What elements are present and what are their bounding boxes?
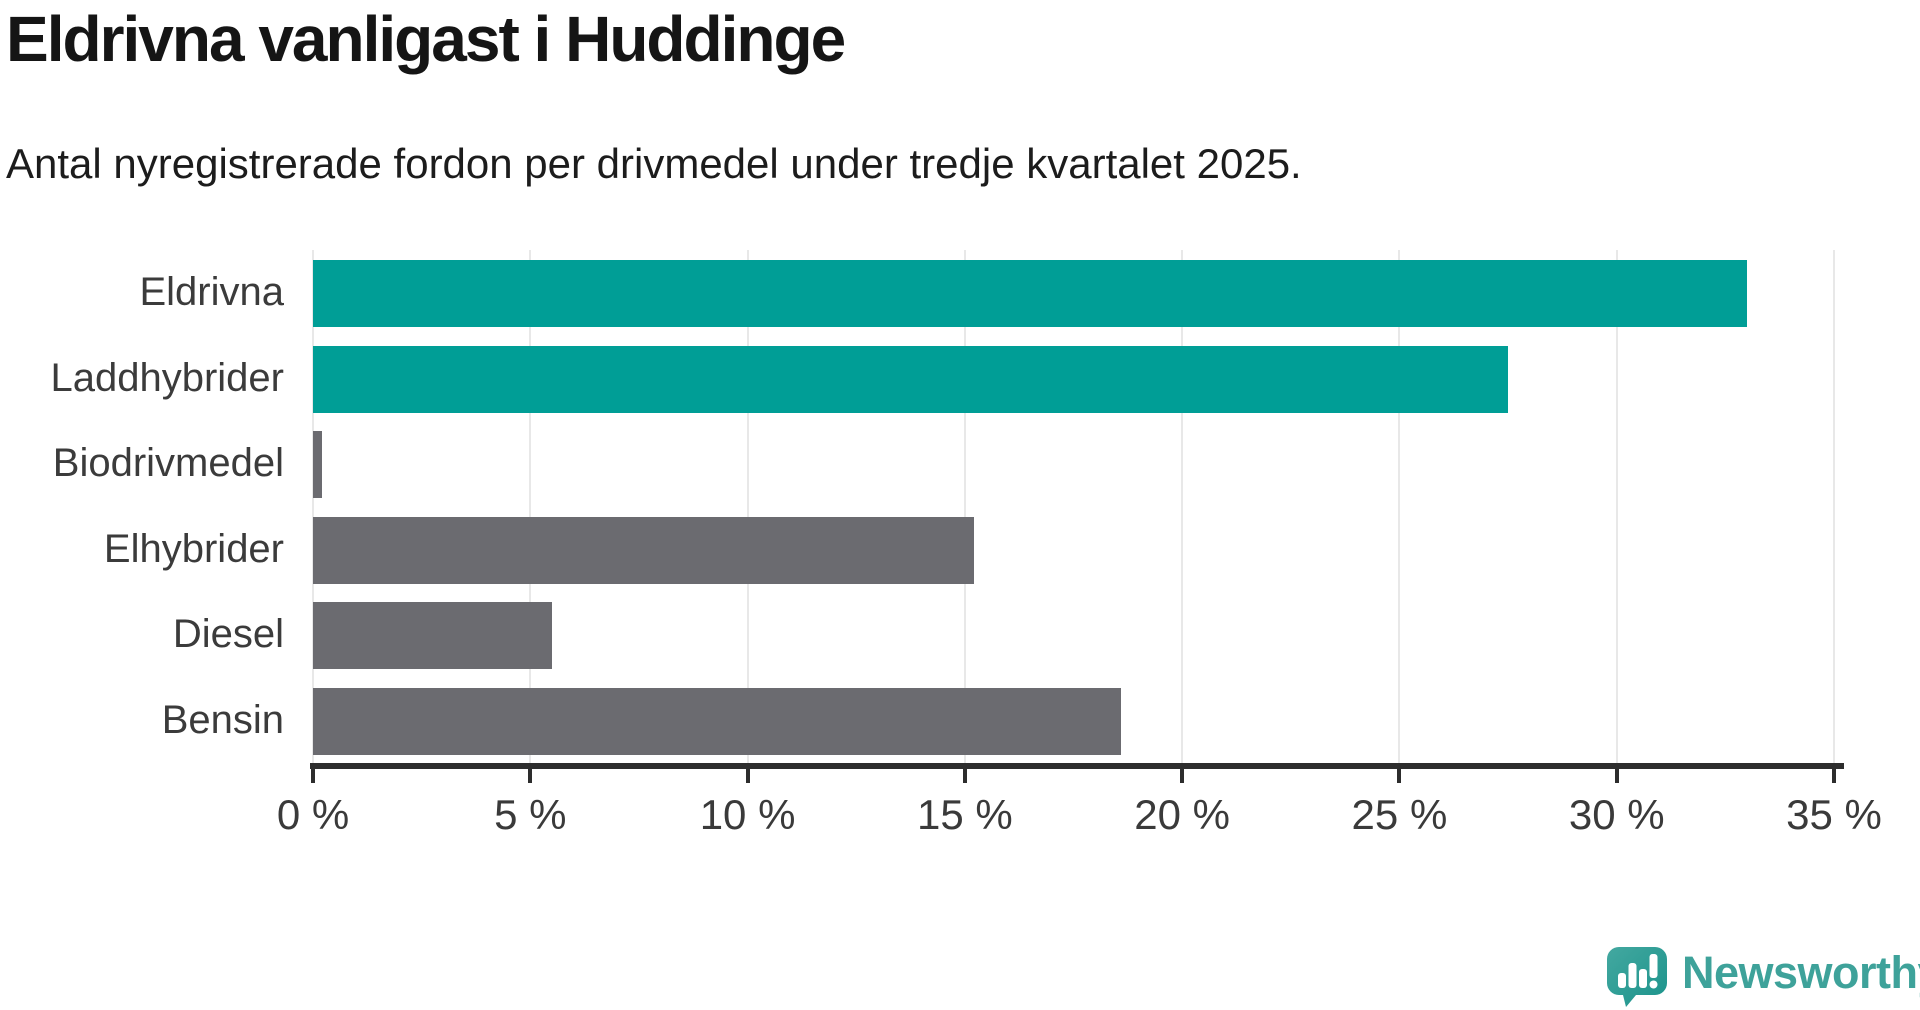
- gridline: [1398, 250, 1401, 763]
- x-axis-tick: [528, 769, 533, 783]
- gridline: [529, 250, 532, 763]
- gridline: [1181, 250, 1184, 763]
- x-axis-tick: [1180, 769, 1185, 783]
- x-axis-tick-label: 10 %: [699, 791, 796, 838]
- gridline: [312, 250, 314, 763]
- bar-laddhybrider: [313, 345, 1509, 413]
- chart-title: Eldrivna vanligast i Huddinge: [6, 3, 846, 75]
- y-axis-label-bensin: Bensin: [161, 697, 284, 742]
- x-axis-tick-label: 0 %: [276, 791, 350, 838]
- newsworthy-logo: Newsworthy: [1606, 946, 1920, 1008]
- gridline: [1833, 250, 1835, 763]
- newsworthy-logo-text: Newsworthy: [1682, 947, 1920, 998]
- chart-subtitle: Antal nyregistrerade fordon per drivmede…: [6, 140, 1302, 187]
- x-axis-tick: [1614, 769, 1619, 783]
- x-axis-tick-label: 5 %: [494, 791, 567, 838]
- y-axis-label-diesel: Diesel: [172, 612, 284, 657]
- x-axis-tick-label: 25 %: [1351, 791, 1448, 838]
- y-axis-label-eldrivna: Eldrivna: [139, 270, 284, 315]
- gridline: [746, 250, 749, 763]
- plot-area: [312, 250, 1835, 763]
- gridline: [963, 250, 966, 763]
- y-axis-label-elhybrider: Elhybrider: [103, 526, 284, 571]
- x-axis-tick-label: 35 %: [1786, 791, 1882, 838]
- y-axis-label-biodrivmedel: Biodrivmedel: [52, 441, 284, 486]
- x-axis-line: [310, 763, 1844, 769]
- gridline: [1615, 250, 1618, 763]
- x-axis-tick: [311, 769, 315, 783]
- bar-bensin: [313, 687, 1122, 755]
- bar-eldrivna: [313, 260, 1748, 327]
- bar-biodrivmedel: [313, 431, 322, 498]
- x-axis: 0 % 5 % 10 % 15 % 20 % 25 % 30 % 35 %: [277, 769, 1882, 859]
- x-axis-tick: [1397, 769, 1402, 783]
- newsworthy-logo-icon: [1607, 947, 1667, 1007]
- y-axis-labels: Eldrivna Laddhybrider Biodrivmedel Elhybrid…: [0, 250, 288, 763]
- y-axis-label-laddhybrider: Laddhybrider: [50, 355, 285, 400]
- x-axis-tick: [962, 769, 967, 783]
- x-axis-tick-label: 30 %: [1568, 791, 1665, 838]
- x-axis-tick-label: 15 %: [916, 791, 1013, 838]
- x-axis-tick-label: 20 %: [1134, 791, 1231, 838]
- bar-diesel: [313, 602, 552, 669]
- x-axis-tick: [1832, 769, 1836, 783]
- bar-elhybrider: [313, 516, 974, 584]
- x-axis-tick: [745, 769, 750, 783]
